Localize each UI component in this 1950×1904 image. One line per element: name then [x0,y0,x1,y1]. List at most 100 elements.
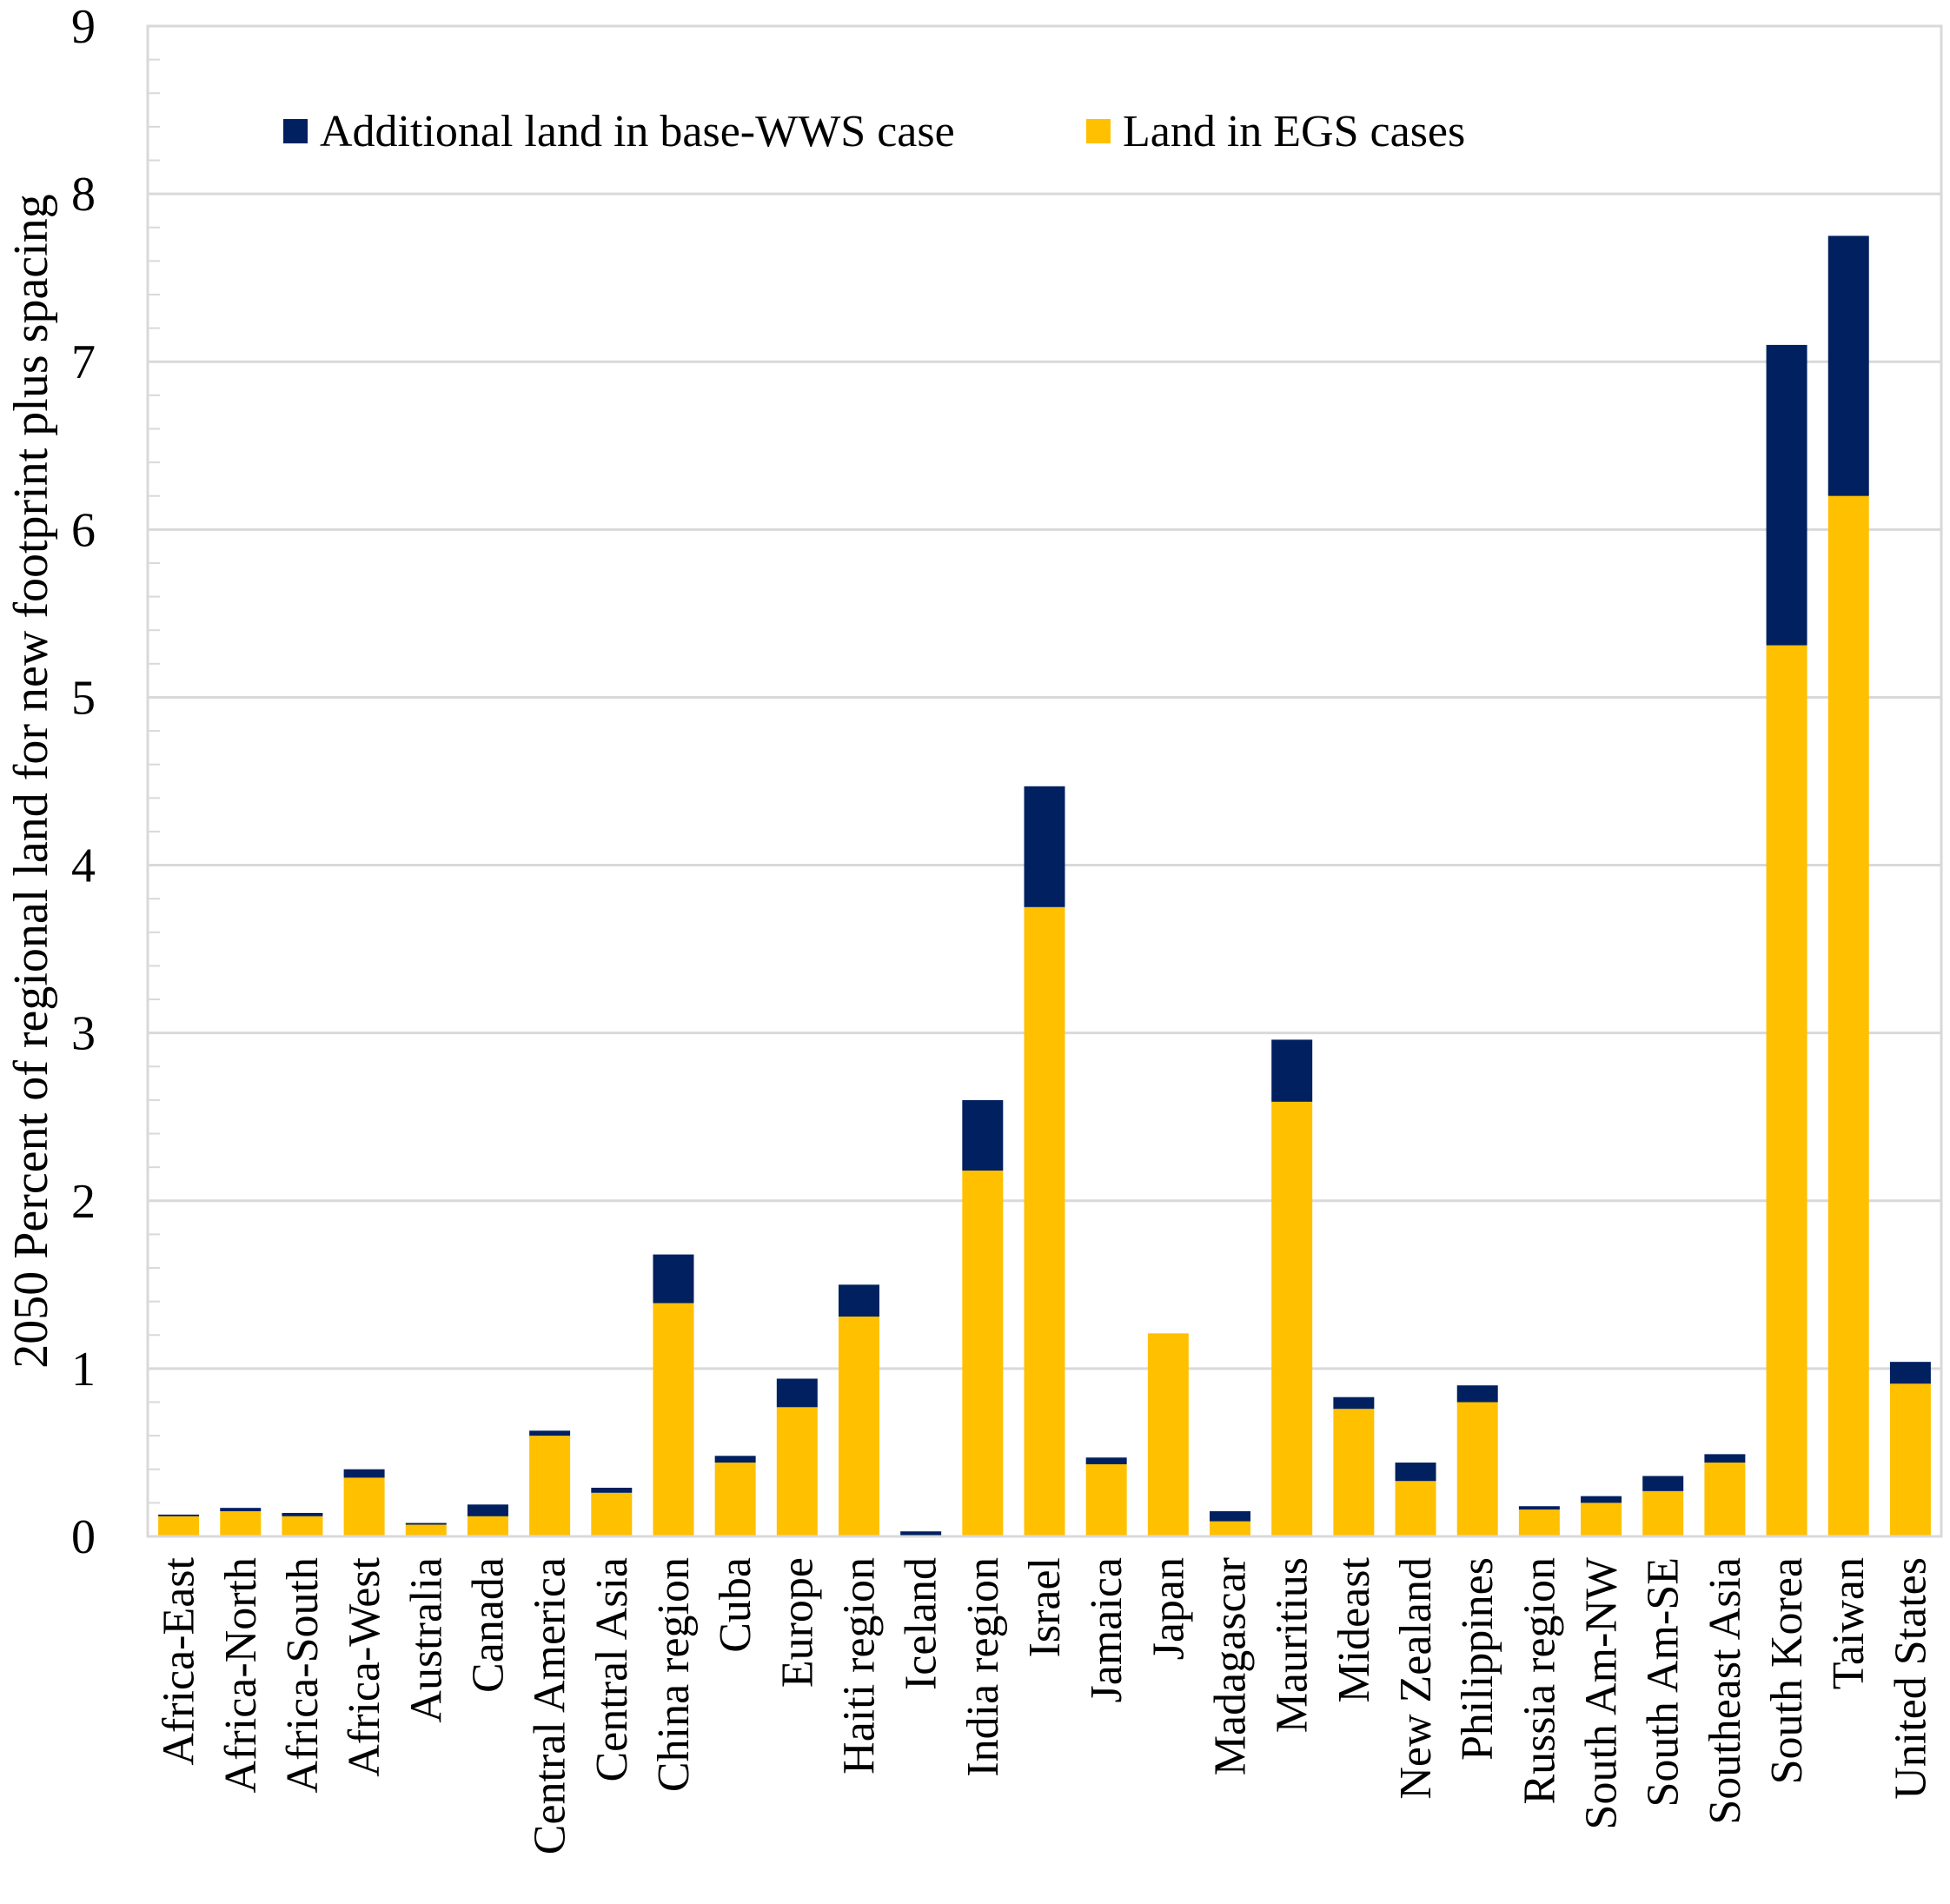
bar-additional-land [1518,1506,1560,1510]
y-tick-label: 6 [71,503,96,557]
x-category-label: Madagascar [1206,1557,1256,1775]
bar-additional-land [653,1254,694,1304]
x-category-label: India region [958,1557,1008,1777]
bar-additional-land [1642,1476,1684,1491]
bar-egs-land [1147,1333,1189,1536]
bar-additional-land [1210,1511,1251,1522]
legend: Additional land in base-WWS case Land in… [283,107,1465,156]
x-category-label: Taiwan [1824,1557,1874,1689]
x-category-label: China region [649,1557,699,1792]
bar-additional-land [1333,1396,1375,1410]
bar-egs-land [1704,1463,1746,1536]
x-category-label: Africa-East [155,1556,204,1765]
bar-additional-land [1085,1457,1127,1464]
x-category-label: Haiti region [834,1557,884,1775]
bar-egs-land [838,1317,879,1536]
bar-additional-land [529,1430,571,1436]
bar-egs-land [1827,495,1869,1536]
legend-swatch-egs-land [1086,119,1111,143]
x-category-label: Africa-North [216,1557,266,1793]
bar-egs-land [529,1436,571,1536]
x-category-label: South Korea [1762,1557,1812,1784]
bar-egs-land [1210,1521,1251,1536]
bar-egs-land [467,1516,508,1536]
bar-additional-land [220,1508,262,1512]
x-category-label: Cuba [711,1557,760,1653]
bar-additional-land [714,1456,756,1463]
y-tick-label: 3 [71,1007,96,1061]
bar-egs-land [1889,1383,1931,1536]
x-category-label: Africa-South [278,1557,328,1793]
x-category-label: Central America [526,1557,575,1854]
gridlines [148,192,1941,1370]
bar-additional-land [1827,236,1869,496]
bar-additional-land [838,1284,879,1317]
y-axis-title: 2050 Percent of regional land for new fo… [4,194,58,1368]
bar-additional-land [1024,786,1065,907]
x-category-label: Europe [773,1557,822,1688]
bar-egs-land [1024,906,1065,1536]
bar-additional-land [1456,1385,1498,1403]
bar-additional-land [900,1531,942,1536]
bar-additional-land [1271,1039,1313,1102]
x-category-label: Africa-West [340,1556,389,1776]
x-category-label: Mauritius [1268,1557,1317,1733]
bar-additional-land [591,1487,633,1493]
bar-additional-land [282,1512,323,1516]
y-tick-label: 0 [71,1510,96,1564]
y-tick-label: 5 [71,671,96,725]
x-category-label: Philippines [1453,1557,1502,1761]
bar-egs-land [1085,1463,1127,1536]
bar-egs-land [1271,1101,1313,1536]
bar-egs-land [591,1492,633,1536]
bar-additional-land [776,1378,818,1408]
legend-label-additional-land: Additional land in base-WWS case [320,107,955,156]
bar-egs-land [282,1516,323,1536]
y-tick-label: 2 [71,1175,96,1229]
bar-additional-land [1704,1454,1746,1463]
y-tick-label: 7 [71,335,96,389]
y-tick-label: 4 [71,839,96,893]
x-category-label: Iceland [897,1557,946,1690]
x-category-label: South Am-SE [1639,1557,1688,1808]
bar-egs-land [1642,1490,1684,1536]
y-tick-label: 8 [71,168,96,222]
y-tick-label: 1 [71,1343,96,1396]
x-category-label: United States [1886,1557,1935,1800]
x-category-label: Australia [401,1557,451,1723]
bar-egs-land [1518,1509,1560,1536]
bar-egs-land [962,1171,1004,1536]
bar-egs-land [1456,1402,1498,1536]
bar-additional-land [1889,1362,1931,1384]
bar-additional-land [467,1504,508,1516]
bar-egs-land [714,1463,756,1536]
minor-ticks [148,58,160,1504]
bar-egs-land [1395,1481,1436,1536]
x-category-label: Japan [1144,1557,1193,1660]
x-category-label: New Zealand [1391,1557,1441,1800]
bar-egs-land [1581,1503,1622,1536]
legend-swatch-additional-land [283,119,308,143]
bar-additional-land [405,1523,447,1525]
x-category-label: South Am-NW [1577,1557,1627,1829]
y-tick-labels: 0 1 2 3 4 5 6 7 8 9 [71,0,96,1564]
x-category-label: Mideast [1330,1556,1379,1702]
bar-additional-land [1581,1496,1622,1503]
y-tick-label: 9 [71,0,96,54]
x-category-label: Russia region [1515,1557,1564,1805]
bars [158,236,1931,1536]
bar-egs-land [158,1516,200,1536]
bar-additional-land [158,1514,200,1516]
bar-additional-land [343,1469,385,1478]
bar-egs-land [776,1407,818,1536]
bar-additional-land [1766,344,1807,646]
bar-egs-land [653,1303,694,1536]
x-category-label: Southeast Asia [1701,1557,1750,1825]
bar-egs-land [220,1511,262,1536]
x-category-labels: Africa-East Africa-North Africa-South Afric… [155,1556,1936,1854]
bar-egs-land [343,1477,385,1536]
x-category-label: Israel [1020,1557,1070,1657]
x-category-label: Canada [463,1557,513,1693]
bar-egs-land [405,1524,447,1536]
